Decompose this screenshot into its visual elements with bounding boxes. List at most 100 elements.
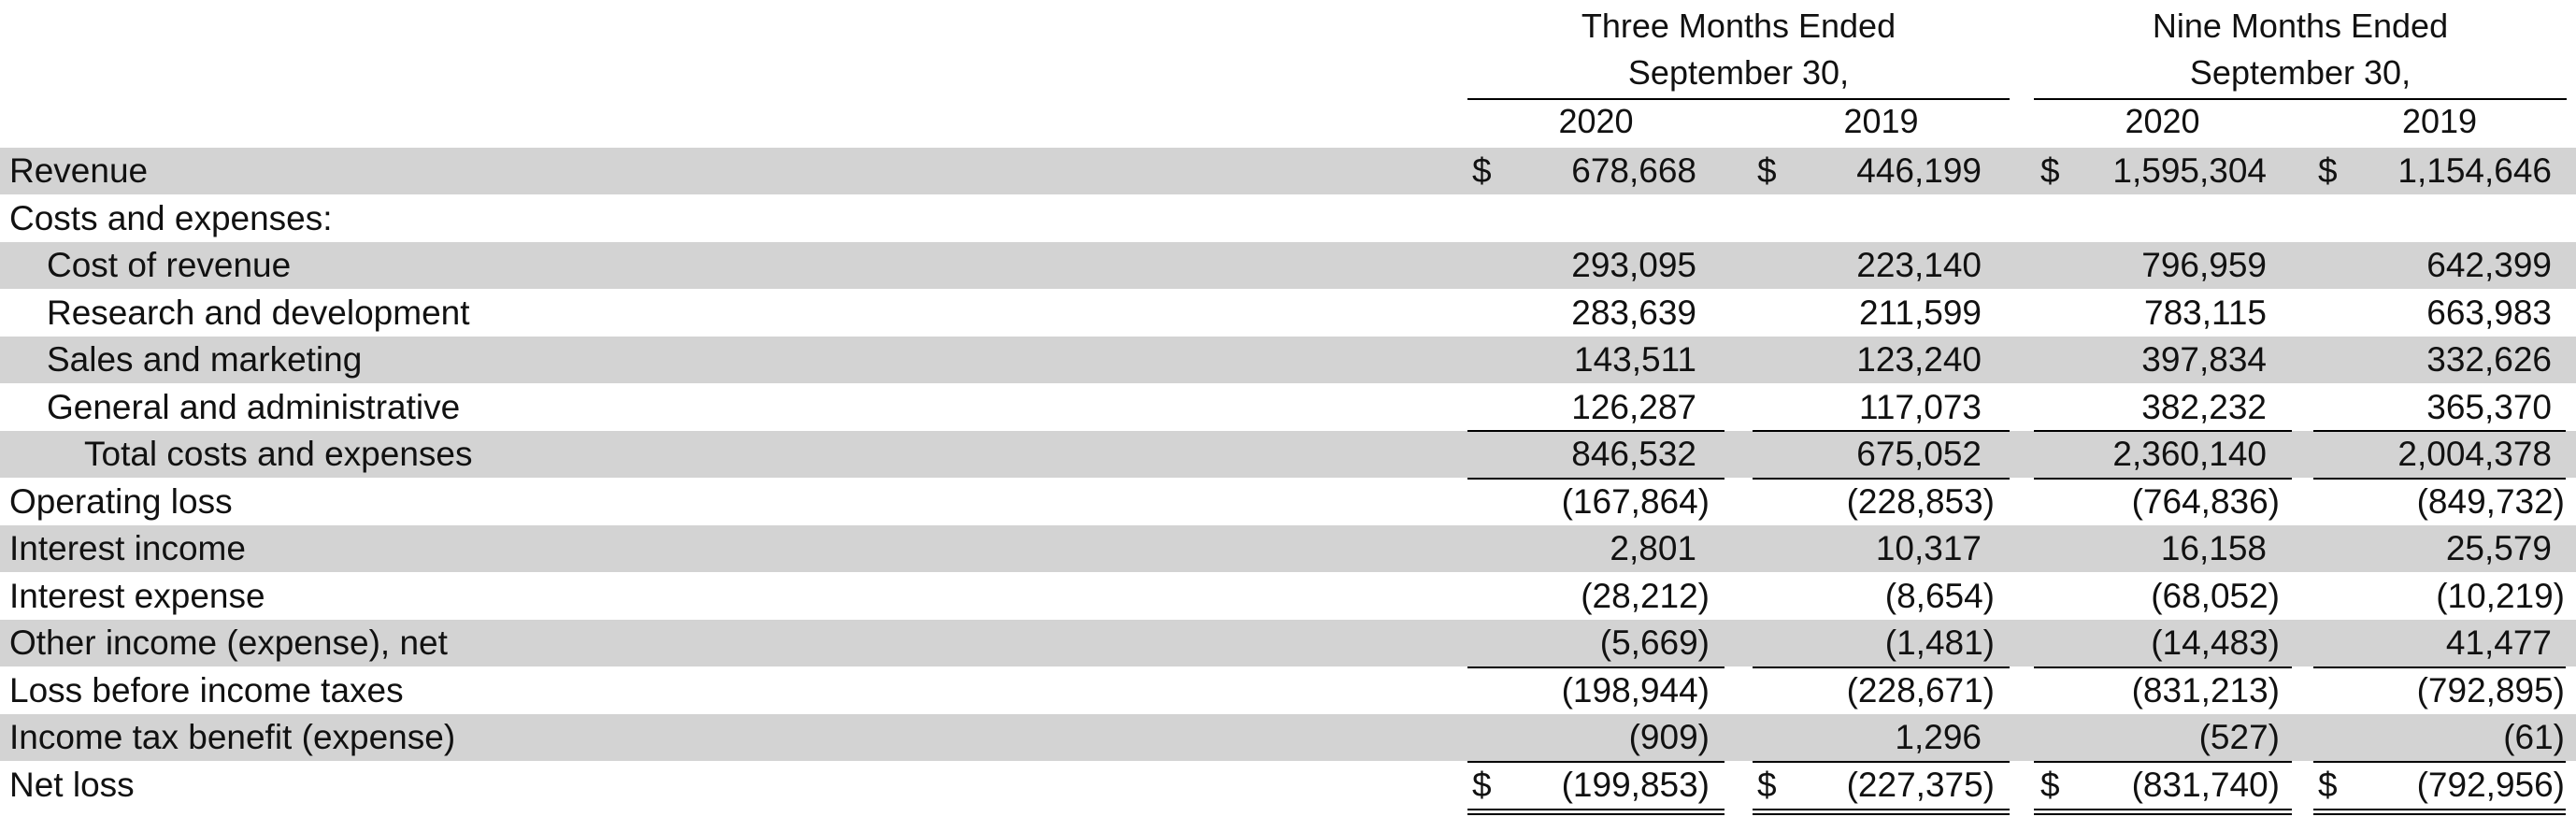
table-row: Interest income 2,801 10,317 16,158 25,579 bbox=[0, 525, 2576, 572]
row-label: Operating loss bbox=[9, 481, 233, 521]
cell-9m-2019: 41,477 bbox=[2445, 624, 2552, 662]
cell-q3-2020: 846,532 bbox=[1571, 435, 1696, 473]
cell-q3-2019: (228,853) bbox=[1846, 481, 1995, 521]
table-row: Net loss $ (199,853) $ (227,375) $ (831,740) $ (… bbox=[0, 762, 2576, 809]
subtotal-rule bbox=[2034, 477, 2292, 480]
header-three-months-rule bbox=[1467, 98, 2010, 100]
table-row: Other income (expense), net (5,669) (1,481… bbox=[0, 620, 2576, 666]
cell-q3-2019 bbox=[1753, 195, 1982, 242]
dollar-sign: $ bbox=[2318, 765, 2338, 804]
cell-9m-2019: (61) bbox=[2503, 718, 2565, 756]
cell-9m-2020 bbox=[2034, 195, 2267, 242]
double-underline bbox=[1753, 809, 2010, 815]
row-label: Total costs and expenses bbox=[84, 435, 473, 473]
dollar-sign: $ bbox=[1472, 151, 1492, 190]
header-nine-months-line1: Nine Months Ended bbox=[2152, 7, 2449, 45]
cell-9m-2019: 365,370 bbox=[2426, 387, 2552, 426]
row-label: Net loss bbox=[9, 765, 135, 804]
subtotal-rule bbox=[1753, 666, 2010, 668]
table-row: General and administrative 126,287 117,073… bbox=[0, 384, 2576, 431]
cell-q3-2019: 1,296 bbox=[1895, 718, 1982, 756]
dollar-sign: $ bbox=[2040, 765, 2060, 804]
subtotal-rule bbox=[1467, 760, 1724, 763]
cell-q3-2020: 283,639 bbox=[1571, 293, 1696, 332]
table-row: Sales and marketing 143,511 123,240 397,834… bbox=[0, 337, 2576, 383]
table-row: Loss before income taxes (198,944) (228,67… bbox=[0, 667, 2576, 714]
row-label: Income tax benefit (expense) bbox=[9, 718, 456, 756]
header-nine-months-line2: September 30, bbox=[2189, 53, 2411, 92]
dollar-sign: $ bbox=[2040, 151, 2060, 190]
year-header-9m-2020: 2020 bbox=[2125, 102, 2200, 140]
cell-9m-2020: 1,595,304 bbox=[2112, 151, 2267, 190]
row-label: Interest expense bbox=[9, 576, 265, 615]
subtotal-rule bbox=[1753, 760, 2010, 763]
cell-q3-2020: (199,853) bbox=[1561, 765, 1710, 804]
cell-q3-2019: 223,140 bbox=[1856, 246, 1982, 284]
year-header-q3-2019: 2019 bbox=[1843, 102, 1919, 140]
cell-q3-2019: 123,240 bbox=[1856, 340, 1982, 379]
dollar-sign: $ bbox=[2318, 151, 2338, 190]
subtotal-rule bbox=[2034, 666, 2292, 668]
dollar-sign: $ bbox=[1757, 151, 1777, 190]
cell-q3-2020: 293,095 bbox=[1571, 246, 1696, 284]
cell-9m-2019: (849,732) bbox=[2416, 481, 2565, 521]
cell-q3-2019: (227,375) bbox=[1846, 765, 1995, 804]
cell-9m-2020: (68,052) bbox=[2151, 576, 2280, 615]
subtotal-rule bbox=[2034, 760, 2292, 763]
row-label: Revenue bbox=[9, 151, 149, 190]
table-row: Operating loss (167,864) (228,853) (764,836… bbox=[0, 479, 2576, 525]
table-row: Interest expense (28,212) (8,654) (68,052) (… bbox=[0, 573, 2576, 620]
table-row: Total costs and expenses 846,532 675,052 2,… bbox=[0, 431, 2576, 478]
cell-q3-2019: (1,481) bbox=[1884, 624, 1995, 662]
cell-9m-2020: (831,740) bbox=[2131, 765, 2280, 804]
subtotal-rule bbox=[2034, 430, 2292, 432]
cell-9m-2019: 663,983 bbox=[2426, 293, 2552, 332]
cell-q3-2020: 126,287 bbox=[1571, 387, 1696, 426]
subtotal-rule bbox=[2313, 477, 2566, 480]
row-label: Research and development bbox=[47, 293, 470, 332]
table-row: Income tax benefit (expense) (909) 1,296 (5… bbox=[0, 714, 2576, 761]
cell-9m-2020: 796,959 bbox=[2141, 246, 2267, 284]
cell-9m-2019: 1,154,646 bbox=[2397, 151, 2552, 190]
row-label: Interest income bbox=[9, 529, 246, 567]
year-header-q3-2020: 2020 bbox=[1558, 102, 1634, 140]
cell-9m-2019: 2,004,378 bbox=[2397, 435, 2552, 473]
cell-q3-2019: 10,317 bbox=[1875, 529, 1982, 567]
subtotal-rule bbox=[1753, 477, 2010, 480]
cell-9m-2020: (831,213) bbox=[2131, 670, 2280, 710]
row-label: Costs and expenses: bbox=[9, 198, 333, 237]
header-three-months-line1: Three Months Ended bbox=[1581, 7, 1896, 45]
double-underline bbox=[1467, 809, 1724, 815]
subtotal-rule bbox=[1467, 430, 1724, 432]
cell-q3-2019: 675,052 bbox=[1856, 435, 1982, 473]
cell-q3-2020: 143,511 bbox=[1574, 340, 1696, 379]
table-row: Revenue $678,668 $446,199 $1,595,304 $1,154,… bbox=[0, 148, 2576, 194]
cell-q3-2019: (8,654) bbox=[1884, 576, 1995, 615]
subtotal-rule bbox=[1753, 430, 2010, 432]
dollar-sign: $ bbox=[1757, 765, 1777, 804]
cell-q3-2020: 678,668 bbox=[1571, 151, 1696, 190]
cell-q3-2020: (167,864) bbox=[1561, 481, 1710, 521]
cell-q3-2020: (909) bbox=[1628, 718, 1710, 756]
double-underline bbox=[2313, 809, 2566, 815]
subtotal-rule bbox=[2313, 666, 2566, 668]
cell-9m-2019: 25,579 bbox=[2445, 529, 2552, 567]
cell-9m-2019: (792,956) bbox=[2416, 765, 2565, 804]
cell-q3-2019: 446,199 bbox=[1856, 151, 1982, 190]
cell-9m-2020: 382,232 bbox=[2141, 387, 2267, 426]
row-label: Sales and marketing bbox=[47, 340, 363, 379]
cell-9m-2020: (14,483) bbox=[2151, 624, 2280, 662]
cell-9m-2020: 397,834 bbox=[2141, 340, 2267, 379]
row-label: Cost of revenue bbox=[47, 246, 292, 284]
cell-q3-2019: (228,671) bbox=[1846, 670, 1995, 710]
cell-9m-2019: 332,626 bbox=[2426, 340, 2552, 379]
cell-9m-2019 bbox=[2313, 195, 2552, 242]
cell-9m-2019: (792,895) bbox=[2416, 670, 2565, 710]
cell-q3-2020: (198,944) bbox=[1561, 670, 1710, 710]
cell-q3-2020 bbox=[1467, 195, 1696, 242]
header-three-months-line2: September 30, bbox=[1627, 53, 1850, 92]
row-label: Other income (expense), net bbox=[9, 624, 448, 662]
subtotal-rule bbox=[1467, 477, 1724, 480]
cell-9m-2020: (527) bbox=[2198, 718, 2280, 756]
